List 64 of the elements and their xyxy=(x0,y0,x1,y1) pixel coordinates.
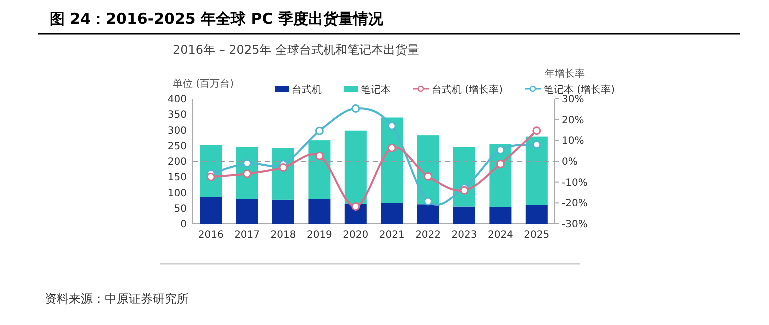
point xyxy=(496,146,505,154)
point xyxy=(315,126,324,136)
point xyxy=(388,144,396,152)
y-tick-label: 200 xyxy=(168,157,187,168)
point xyxy=(243,159,252,168)
x-tick-label: 2022 xyxy=(416,230,442,241)
point xyxy=(424,197,433,206)
y2-tick-label: 10% xyxy=(562,136,584,148)
bar xyxy=(417,204,440,224)
point xyxy=(279,164,288,172)
point xyxy=(352,202,360,211)
point xyxy=(206,172,216,182)
x-tick-label: 2023 xyxy=(452,230,478,241)
legend-label: 笔记本 (增长率) xyxy=(544,84,616,96)
y2-tick-label: -30% xyxy=(562,220,588,230)
x-tick-label: 2019 xyxy=(306,230,332,241)
y-tick-label: 250 xyxy=(168,141,187,152)
y2-tick-label: 20% xyxy=(562,115,584,126)
point xyxy=(460,186,469,195)
x-tick-label: 2016 xyxy=(198,230,224,241)
legend-label: 台式机 xyxy=(292,84,322,96)
bar xyxy=(381,203,404,224)
y-tick-label: 100 xyxy=(168,188,187,200)
point xyxy=(243,170,252,178)
legend-label: 笔记本 xyxy=(361,84,391,96)
point xyxy=(532,140,542,150)
y-axis-title: 单位 (百万台) xyxy=(173,78,234,90)
y-tick-label: 50 xyxy=(174,204,187,215)
y2-tick-label: 0% xyxy=(562,157,578,168)
y2-tick-label: -20% xyxy=(562,198,588,210)
point xyxy=(424,172,433,181)
point xyxy=(315,152,324,160)
x-tick-label: 2020 xyxy=(343,230,369,241)
bar xyxy=(454,206,476,224)
y-tick-label: 0 xyxy=(180,220,187,230)
y2-tick-label: 30% xyxy=(562,94,584,106)
bar xyxy=(200,197,222,224)
bar xyxy=(272,200,294,224)
chart-subtitle: 2016年 – 2025年 全球台式机和笔记本出货量 xyxy=(173,43,420,57)
bar xyxy=(490,207,512,224)
legend-label: 台式机 (增长率) xyxy=(432,84,504,96)
text: 资料来源：中原证券研究所 xyxy=(45,292,189,306)
y2-tick-label: -10% xyxy=(562,178,588,189)
x-tick-label: 2021 xyxy=(379,230,405,241)
y-tick-label: 400 xyxy=(168,94,187,106)
bar xyxy=(236,199,258,224)
bar xyxy=(526,136,548,206)
bar xyxy=(526,205,548,224)
y-tick-label: 350 xyxy=(168,110,187,122)
point xyxy=(352,104,360,114)
point xyxy=(388,122,396,130)
x-tick-label: 2018 xyxy=(270,230,296,241)
y2-axis-title: 年增长率 xyxy=(545,68,585,80)
point xyxy=(496,160,505,168)
chart-title: 图 24：2016-2025 年全球 PC 季度出货量情况 xyxy=(50,10,384,28)
x-tick-label: 2024 xyxy=(488,230,514,241)
x-tick-label: 2017 xyxy=(234,230,260,241)
bar xyxy=(308,199,331,224)
y-tick-label: 300 xyxy=(168,126,187,137)
point xyxy=(532,126,542,136)
bar xyxy=(308,140,331,199)
bar xyxy=(344,130,367,204)
x-tick-label: 2025 xyxy=(524,230,550,241)
y-tick-label: 150 xyxy=(168,172,187,184)
